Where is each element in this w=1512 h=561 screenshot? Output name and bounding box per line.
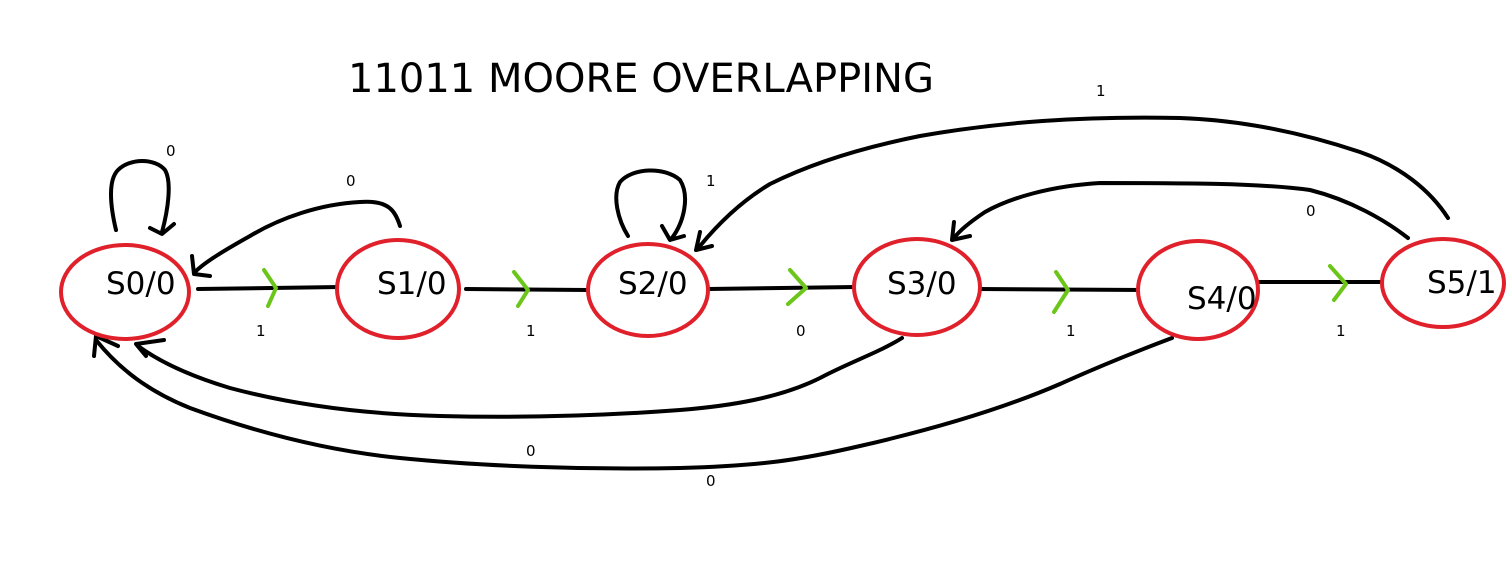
edge-line [706, 285, 858, 291]
edge-label: 0 [1306, 202, 1316, 220]
state-circle [1136, 239, 1260, 341]
edge-line [94, 336, 1174, 471]
state-label: S4/0 [1187, 281, 1257, 317]
state-circle [59, 243, 191, 341]
edge-label: 0 [796, 322, 806, 340]
edge-label: 1 [526, 322, 536, 340]
edge-line [952, 181, 1410, 240]
forward-arrow-head [1052, 270, 1070, 314]
forward-arrow-head [262, 268, 278, 308]
transition-s2-s2: 1 [614, 168, 716, 242]
edge-line [136, 336, 904, 419]
transition-s3-s4: 1 [976, 270, 1146, 340]
edge-line [698, 115, 1450, 248]
edge-label: 1 [256, 322, 266, 340]
state-circle [1380, 237, 1506, 329]
edge-line [109, 159, 171, 234]
state-s1: S1/0 [335, 238, 461, 340]
transition-s4-s5: 1 [1256, 264, 1384, 340]
edge-line [196, 285, 342, 291]
edge-line [976, 287, 1146, 292]
edge-label: 0 [166, 142, 176, 160]
transition-s2-s3: 0 [706, 268, 858, 340]
state-label: S1/0 [377, 266, 447, 302]
state-label: S5/1 [1427, 265, 1497, 301]
forward-arrow-head [1328, 264, 1348, 302]
edge-label: 1 [706, 172, 716, 190]
transition-s1-s0: 0 [190, 172, 402, 278]
transition-s5-s3: 0 [950, 181, 1410, 242]
state-circle [335, 238, 461, 340]
transition-s1-s2: 1 [464, 270, 590, 340]
state-label: S2/0 [618, 266, 688, 302]
state-label: S0/0 [106, 266, 176, 302]
arrow-head [660, 224, 686, 242]
state-circle [852, 237, 982, 337]
state-s0: S0/0 [59, 243, 191, 341]
arrow-head [694, 230, 714, 252]
forward-arrow-head [512, 270, 530, 308]
transition-s0-s1: 1 [196, 268, 342, 340]
edge-label: 0 [346, 172, 356, 190]
diagram-title: 11011 MOORE OVERLAPPING [348, 56, 934, 102]
arrow-head [950, 220, 972, 242]
transition-s5-s2: 1 [694, 82, 1450, 252]
transition-s0-s0: 0 [109, 142, 176, 236]
edge-label: 1 [1336, 322, 1346, 340]
edge-label: 1 [1066, 322, 1076, 340]
state-s2: S2/0 [586, 242, 710, 338]
state-label: S3/0 [887, 266, 957, 302]
state-s3: S3/0 [852, 237, 982, 337]
arrow-head [148, 222, 176, 236]
edge-label: 0 [706, 472, 716, 490]
state-s4: S4/0 [1136, 239, 1260, 341]
edge-line [193, 199, 402, 274]
arrow-head [134, 338, 166, 358]
state-s5: S5/1 [1380, 237, 1506, 329]
edge-line [614, 168, 688, 240]
forward-arrow-head [786, 268, 808, 306]
transition-s3-s0: 0 [134, 336, 904, 460]
edge-label: 1 [1096, 82, 1106, 100]
edge-label: 0 [526, 442, 536, 460]
arrow-head [190, 254, 212, 278]
state-circle [586, 242, 710, 338]
